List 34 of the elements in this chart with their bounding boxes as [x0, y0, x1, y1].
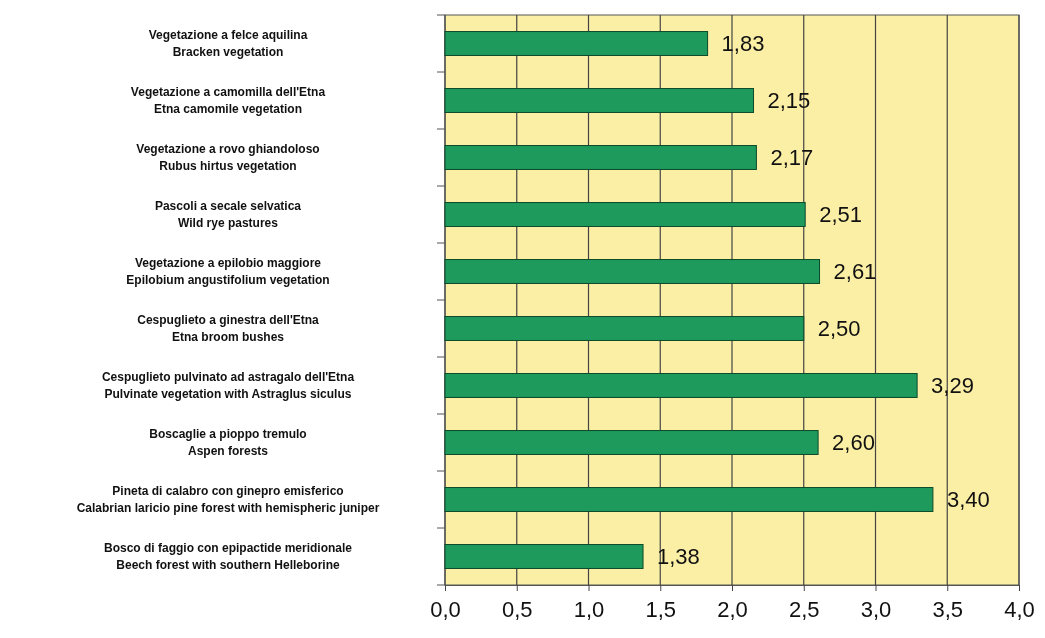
x-tick-label: 1,5 — [645, 596, 677, 622]
bar — [444, 544, 644, 569]
y-tick-label: Vegetazione a rovo ghiandoloso Rubus hirtus vegetation — [136, 142, 320, 174]
bar — [444, 259, 821, 284]
data-label: 1,83 — [721, 31, 765, 57]
y-tick-label: Vegetazione a epilobio maggiore Epilobium angustifolium vegetation — [126, 256, 330, 288]
x-tick-label: 0,0 — [430, 596, 461, 622]
data-label: 2,50 — [817, 316, 861, 342]
bar — [444, 487, 934, 512]
bar — [444, 31, 709, 56]
data-label: 2,60 — [832, 430, 875, 456]
y-tick-label: Pineta di calabro con ginepro emisferico Calabrian laricio pine forest with hemispheric juniper — [76, 484, 380, 516]
bar — [444, 373, 918, 398]
x-tick-label: 2,0 — [717, 596, 748, 622]
y-tick-label: Boscaglie a pioppo tremulo Aspen forests — [149, 427, 307, 459]
bar — [444, 202, 806, 227]
y-tick-label: Vegetazione a camomilla dell'Etna Etna camomile vegetation — [130, 85, 326, 117]
x-tick-label: 3,5 — [932, 596, 964, 622]
y-tick-label: Vegetazione a felce aquilina Bracken vegetation — [148, 28, 308, 60]
data-label: 2,51 — [819, 202, 863, 228]
x-tick-label: 1,0 — [573, 596, 605, 622]
x-tick-label: 4,0 — [1004, 596, 1035, 622]
x-tick-label: 0,5 — [501, 596, 533, 622]
y-tick-label: Cespuglieto pulvinato ad astragalo dell'Etna Pulvinate vegetation with Astraglus siculus — [101, 370, 355, 402]
bar — [444, 145, 757, 170]
bar — [444, 316, 805, 341]
y-tick-label: Pascoli a secale selvatica Wild rye pastures — [154, 199, 302, 231]
bar — [444, 88, 755, 113]
data-label: 3,40 — [946, 487, 990, 513]
x-tick-label: 3,0 — [860, 596, 892, 622]
y-tick-label: Bosco di faggio con epipactide meridionale Beech forest with southern Helleborine — [103, 541, 353, 573]
y-tick-label: Cespuglieto a ginestra dell'Etna Etna broom bushes — [137, 313, 320, 345]
bar — [444, 430, 819, 455]
x-tick-label: 2,5 — [788, 596, 820, 622]
